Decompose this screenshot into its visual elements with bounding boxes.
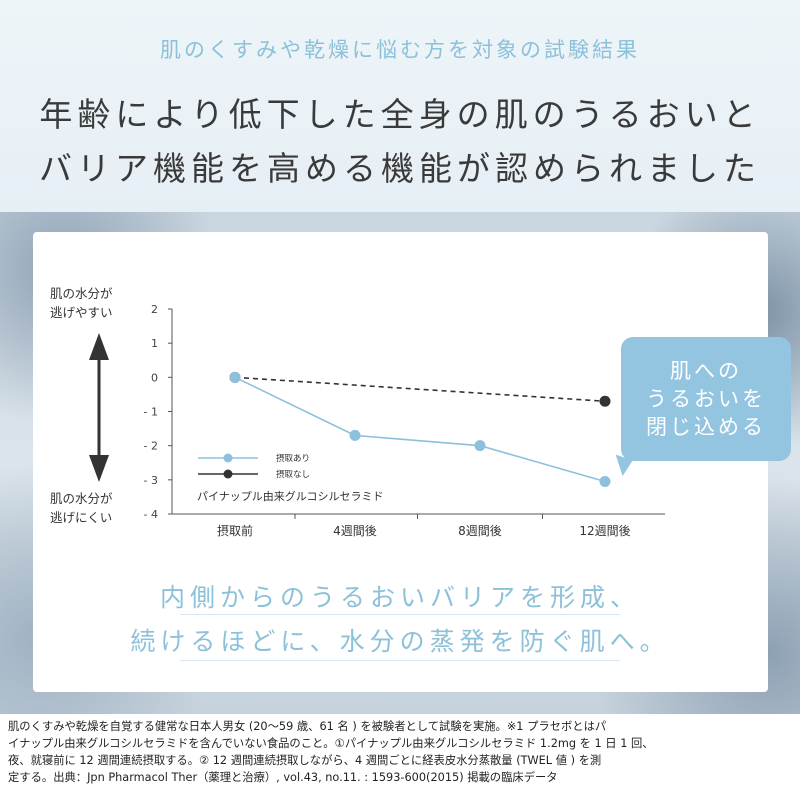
y-label-bottom-line-1: 肌の水分が xyxy=(50,491,113,506)
legend-label: 摂取なし xyxy=(276,469,310,480)
callout-bubble: 肌への うるおいを 閉じ込める xyxy=(621,337,791,461)
y-tick-label: - 1 xyxy=(144,406,158,419)
data-point xyxy=(349,429,361,441)
y-label-bottom-line-2: 逃げにくい xyxy=(50,510,113,525)
tagline-divider xyxy=(180,614,620,615)
headline-line-1: 年齢により低下した全身の肌のうるおいと xyxy=(39,95,761,134)
series-line xyxy=(234,376,606,403)
y-tick-label: - 4 xyxy=(144,508,158,521)
legend-title: パイナップル由来グルコシルセラミド xyxy=(197,489,384,503)
footnote-line-1: 肌のくすみや乾燥を自覚する健常な日本人男女 (20～59 歳、61 名 ) を被… xyxy=(8,720,607,733)
y-tick-label: 1 xyxy=(151,337,158,350)
callout-line-2: うるおいを xyxy=(646,387,766,411)
data-point xyxy=(229,371,241,383)
y-tick-label: 2 xyxy=(151,303,158,316)
y-tick-label: 0 xyxy=(151,371,158,384)
data-point xyxy=(474,440,486,452)
tagline-divider-bottom xyxy=(180,660,620,661)
y-tick-label: - 2 xyxy=(144,440,158,453)
x-tick-label: 12週間後 xyxy=(579,524,630,538)
callout-text: 肌への うるおいを 閉じ込める xyxy=(621,357,791,441)
callout-line-3: 閉じ込める xyxy=(646,415,766,439)
header-band xyxy=(0,0,800,212)
footnote-line-2: イナップル由来グルコシルセラミドを含んでいない食品のこと。①パイナップル由来グル… xyxy=(8,737,654,750)
y-label-top-line-2: 逃げやすい xyxy=(50,305,113,320)
tagline-line-1: 内側からのうるおいバリアを形成、 xyxy=(159,583,640,612)
y-label-bottom: 肌の水分が 逃げにくい xyxy=(50,489,160,527)
headline-line-2: バリア機能を高める機能が認められました xyxy=(39,149,761,188)
chart-card xyxy=(33,232,768,692)
callout-line-1: 肌への xyxy=(670,359,742,383)
legend-marker xyxy=(223,469,233,479)
legend-marker xyxy=(223,453,233,463)
y-label-top-line-1: 肌の水分が xyxy=(50,286,113,301)
vertical-arrow-icon xyxy=(89,333,109,482)
tagline-line-2: 続けるほどに、水分の蒸発を防ぐ肌へ。 xyxy=(130,627,670,656)
y-tick-label: - 3 xyxy=(144,474,158,487)
data-point xyxy=(599,476,611,488)
x-tick-label: 摂取前 xyxy=(217,523,253,538)
legend-label: 摂取あり xyxy=(276,453,310,464)
header-subtitle: 肌のくすみや乾燥に悩む方を対象の試験結果 xyxy=(160,38,640,62)
footnote-line-3: 夜、就寝前に 12 週間連続摂取する。② 12 週間連続摂取しながら、4 週間ご… xyxy=(8,754,602,767)
data-point xyxy=(599,395,611,407)
footnote-line-4: 定する。出典：Jpn Pharmacol Ther（薬理と治療）, vol.43… xyxy=(8,771,558,784)
y-label-top: 肌の水分が 逃げやすい xyxy=(50,284,160,322)
series-line xyxy=(234,376,606,483)
x-tick-label: 4週間後 xyxy=(333,524,377,538)
footnote: 肌のくすみや乾燥を自覚する健常な日本人男女 (20～59 歳、61 名 ) を被… xyxy=(8,718,794,786)
x-tick-label: 8週間後 xyxy=(458,524,502,538)
